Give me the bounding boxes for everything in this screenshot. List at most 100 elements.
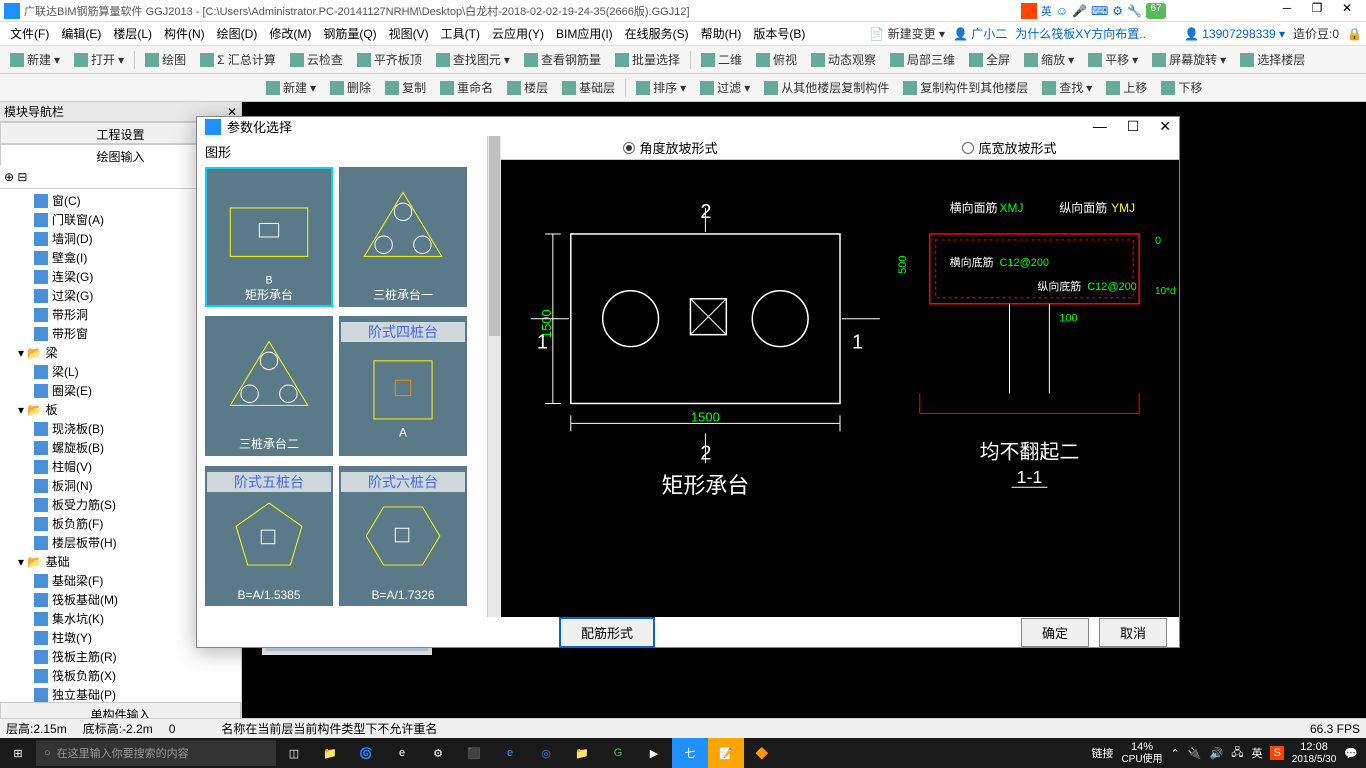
menu-2[interactable]: 楼层(L) [107, 25, 158, 42]
user-label[interactable]: 广小二 [971, 27, 1007, 41]
app-2-icon[interactable]: 🌀 [348, 738, 384, 768]
radio-bottom-slope[interactable]: 底宽放坡形式 [962, 138, 1056, 157]
close-button[interactable]: ✕ [1332, 1, 1362, 21]
app-4-icon[interactable]: ⚙ [420, 738, 456, 768]
menu-3[interactable]: 构件(N) [158, 25, 211, 42]
tb-tb1-13[interactable]: 动态观察 [805, 49, 882, 70]
tb-tb2-2[interactable]: 复制 [379, 77, 432, 98]
app-6-icon[interactable]: e [492, 738, 528, 768]
tb-tb2-10[interactable]: 复制构件到其他楼层 [897, 77, 1034, 98]
ext-tool-icon[interactable]: 🔧 [1127, 4, 1142, 18]
tb-tb2-11[interactable]: 查找 ▾ [1036, 77, 1098, 98]
app-7-icon[interactable]: ◎ [528, 738, 564, 768]
menu-0[interactable]: 文件(F) [4, 25, 55, 42]
expand-icon[interactable]: ⊕ [4, 170, 14, 184]
config-rebar-button[interactable]: 配筋形式 [559, 617, 655, 648]
tb-tb2-5[interactable]: 基础层 [556, 77, 621, 98]
dlg-maximize-button[interactable]: ☐ [1127, 118, 1140, 135]
menu-13[interactable]: 版本号(B) [747, 25, 811, 42]
cancel-button[interactable]: 取消 [1099, 618, 1167, 647]
app-12-icon[interactable]: 📝 [708, 738, 744, 768]
tb-tb1-1[interactable]: 打开 ▾ [68, 49, 130, 70]
tb-tb1-17[interactable]: 平移 ▾ [1082, 49, 1144, 70]
collapse-icon[interactable]: ⊟ [17, 170, 27, 184]
ok-button[interactable]: 确定 [1021, 618, 1089, 647]
app-11-icon[interactable]: 七 [672, 738, 708, 768]
tb-tb2-8[interactable]: 过滤 ▾ [694, 77, 756, 98]
tree-item-25[interactable]: 筏板负筋(X) [2, 666, 239, 685]
tray-up-icon[interactable]: ⌃ [1171, 747, 1180, 760]
menu-12[interactable]: 帮助(H) [695, 25, 748, 42]
ext-kb-icon[interactable]: ⌨ [1091, 4, 1108, 18]
tb-tb2-7[interactable]: 排序 ▾ [630, 77, 692, 98]
menu-9[interactable]: 云应用(Y) [486, 25, 550, 42]
tray-sogou-icon[interactable]: S [1270, 746, 1283, 760]
tray-power-icon[interactable]: 🔌 [1188, 747, 1202, 760]
app-13-icon[interactable]: 🔶 [744, 738, 780, 768]
maximize-button[interactable]: ❐ [1302, 1, 1332, 21]
menu-7[interactable]: 视图(V) [383, 25, 435, 42]
tb-tb1-9[interactable]: 批量选择 [609, 49, 686, 70]
menu-6[interactable]: 钢筋量(Q) [317, 25, 382, 42]
thumb-scrollbar[interactable] [487, 136, 501, 617]
topic-link[interactable]: 为什么筏板XY方向布置.. [1015, 25, 1146, 42]
tb-tb1-0[interactable]: 新建 ▾ [4, 49, 66, 70]
app-5-icon[interactable]: ⬛ [456, 738, 492, 768]
new-change-button[interactable]: 新建变更 [888, 27, 936, 41]
tb-tb2-13[interactable]: 下移 [1155, 77, 1208, 98]
tb-tb1-12[interactable]: 俯视 [750, 49, 803, 70]
tb-tb1-4[interactable]: Σ 汇总计算 [194, 49, 282, 70]
dlg-close-button[interactable]: ✕ [1159, 118, 1171, 135]
tb-tb1-6[interactable]: 平齐板顶 [351, 49, 428, 70]
menu-11[interactable]: 在线服务(S) [619, 25, 695, 42]
tb-tb1-15[interactable]: 全屏 [963, 49, 1016, 70]
tray-volume-icon[interactable]: 🔊 [1209, 747, 1223, 760]
ext-mic-icon[interactable]: 🎤 [1072, 4, 1087, 18]
tray-time[interactable]: 12:08 [1292, 741, 1337, 753]
tb-tb1-16[interactable]: 缩放 ▾ [1018, 49, 1080, 70]
ext-emoji-icon[interactable]: ☺ [1056, 4, 1068, 18]
thumb-2[interactable]: 三桩承台二 [205, 316, 333, 456]
tb-tb1-8[interactable]: 查看钢筋量 [518, 49, 607, 70]
tb-tb1-18[interactable]: 屏幕旋转 ▾ [1146, 49, 1232, 70]
thumb-5[interactable]: 阶式六桩台B=A/1.7326 [339, 466, 467, 606]
app-8-icon[interactable]: 📁 [564, 738, 600, 768]
tb-tb2-9[interactable]: 从其他楼层复制构件 [758, 77, 895, 98]
tb-tb1-19[interactable]: 选择楼层 [1234, 49, 1311, 70]
tb-tb1-11[interactable]: 二维 [695, 49, 748, 70]
menu-5[interactable]: 修改(M) [263, 25, 317, 42]
dlg-minimize-button[interactable]: — [1093, 118, 1107, 135]
minimize-button[interactable]: ─ [1272, 1, 1302, 21]
thumb-4[interactable]: 阶式五桩台B=A/1.5385 [205, 466, 333, 606]
app-1-icon[interactable]: 📁 [312, 738, 348, 768]
menu-4[interactable]: 绘图(D) [211, 25, 264, 42]
tb-tb2-12[interactable]: 上移 [1100, 77, 1153, 98]
task-view-icon[interactable]: ◫ [276, 738, 312, 768]
tb-tb2-0[interactable]: 新建 ▾ [260, 77, 322, 98]
tb-tb2-1[interactable]: 删除 [324, 77, 377, 98]
tree-item-24[interactable]: 筏板主筋(R) [2, 647, 239, 666]
ime-icon[interactable] [1021, 3, 1037, 19]
tray-date[interactable]: 2018/5/30 [1292, 754, 1337, 765]
tray-link[interactable]: 链接 [1091, 745, 1113, 761]
tb-tb2-3[interactable]: 重命名 [434, 77, 499, 98]
tb-tb2-4[interactable]: 楼层 [501, 77, 554, 98]
app-9-icon[interactable]: G [600, 738, 636, 768]
menu-1[interactable]: 编辑(E) [55, 25, 107, 42]
tree-item-26[interactable]: 独立基础(P) [2, 685, 239, 702]
taskbar-search[interactable]: ○ 在这里输入你要搜索的内容 [36, 740, 276, 766]
thumb-0[interactable]: B矩形承台 [205, 167, 333, 307]
tb-tb1-14[interactable]: 局部三维 [884, 49, 961, 70]
account-label[interactable]: 13907298339 [1202, 27, 1275, 41]
menu-10[interactable]: BIM应用(I) [550, 25, 619, 42]
tray-notification-icon[interactable]: 💬 [1344, 747, 1358, 760]
thumb-1[interactable]: 三桩承台一 [339, 167, 467, 307]
radio-angle-slope[interactable]: 角度放坡形式 [623, 138, 717, 157]
tb-tb1-3[interactable]: 绘图 [139, 49, 192, 70]
tb-tb1-5[interactable]: 云检查 [284, 49, 349, 70]
menu-8[interactable]: 工具(T) [435, 25, 486, 42]
thumb-3[interactable]: A阶式四桩台 [339, 316, 467, 456]
tray-network-icon[interactable]: 🖧 [1231, 744, 1243, 763]
app-3-icon[interactable]: e [384, 738, 420, 768]
tray-ime-icon[interactable]: 英 [1251, 745, 1262, 761]
